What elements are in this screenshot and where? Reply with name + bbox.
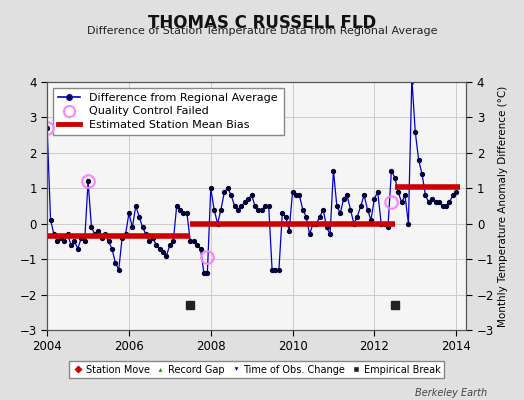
Legend: Station Move, Record Gap, Time of Obs. Change, Empirical Break: Station Move, Record Gap, Time of Obs. C… (69, 361, 444, 378)
Text: THOMAS C RUSSELL FLD: THOMAS C RUSSELL FLD (148, 14, 376, 32)
Text: Difference of Station Temperature Data from Regional Average: Difference of Station Temperature Data f… (87, 26, 437, 36)
Text: Berkeley Earth: Berkeley Earth (415, 388, 487, 398)
Y-axis label: Monthly Temperature Anomaly Difference (°C): Monthly Temperature Anomaly Difference (… (498, 85, 508, 327)
